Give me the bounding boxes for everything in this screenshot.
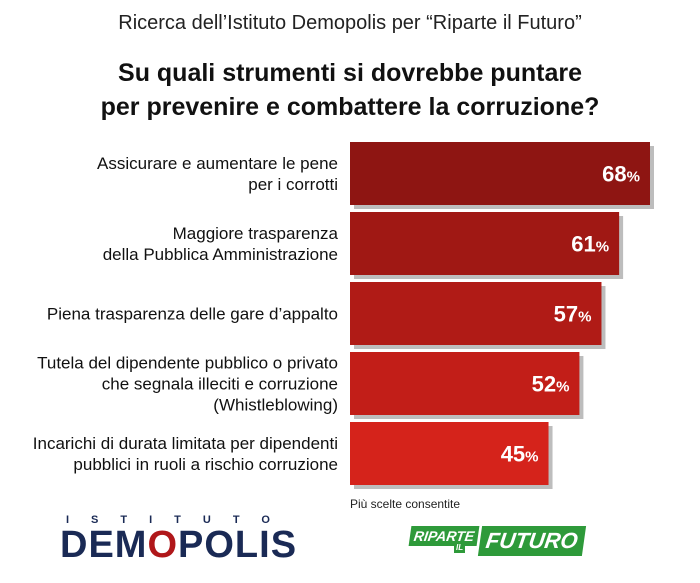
- demopolis-logo: ISTITUTO DEMOPOLIS: [60, 508, 310, 568]
- category-label-2-line-1: Maggiore trasparenza: [173, 224, 339, 243]
- bar-4: [350, 352, 580, 415]
- bar-3: [350, 282, 602, 345]
- chart-title-line-2: per prevenire e combattere la corruzione…: [100, 93, 600, 121]
- riparte-logo-futuro: FUTURO: [477, 526, 586, 556]
- category-label-2-line-2: della Pubblica Amministrazione: [103, 245, 338, 264]
- category-label-1-line-1: Assicurare e aumentare le pene: [97, 154, 338, 173]
- bar-value-label-5: 45%: [501, 442, 539, 467]
- demopolis-logo-top: ISTITUTO: [66, 514, 292, 526]
- chart-title: Su quali strumenti si dovrebbe puntare p…: [0, 56, 700, 124]
- category-label-3-line-1: Piena trasparenza delle gare d’appalto: [47, 305, 338, 324]
- bar-value-label-1: 68%: [602, 162, 640, 187]
- chart-subtitle: Ricerca dell’Istituto Demopolis per “Rip…: [118, 12, 582, 34]
- demopolis-logo-part-b: POLIS: [178, 524, 298, 566]
- demopolis-logo-wordmark: DEMOPOLIS: [60, 524, 297, 567]
- category-label-1-line-2: per i corrotti: [248, 175, 338, 194]
- demopolis-logo-o: O: [147, 524, 179, 566]
- chart-title-line-1: Su quali strumenti si dovrebbe puntare: [118, 59, 582, 87]
- category-label-5-line-2: pubblici in ruoli a rischio corruzione: [73, 455, 338, 474]
- category-label-4-line-3: (Whistleblowing): [213, 396, 338, 415]
- riparte-logo-il: IL: [454, 542, 466, 553]
- bar-value-label-4: 52%: [532, 372, 570, 397]
- bar-value-label-3: 57%: [554, 302, 592, 327]
- multiple-choice-note: Più scelte consentite: [350, 497, 461, 511]
- category-label-4-line-1: Tutela del dipendente pubblico o privato: [37, 354, 338, 373]
- demopolis-logo-part-a: DEM: [60, 524, 148, 566]
- bar-1: [350, 142, 650, 205]
- riparte-logo-riparte: RIPARTE: [408, 526, 480, 546]
- category-label-5-line-1: Incarichi di durata limitata per dipende…: [33, 434, 338, 453]
- bar-5: [350, 422, 549, 485]
- category-label-4-line-2: che segnala illeciti e corruzione: [102, 375, 338, 394]
- bar-2: [350, 212, 620, 275]
- bar-value-label-2: 61%: [571, 232, 609, 257]
